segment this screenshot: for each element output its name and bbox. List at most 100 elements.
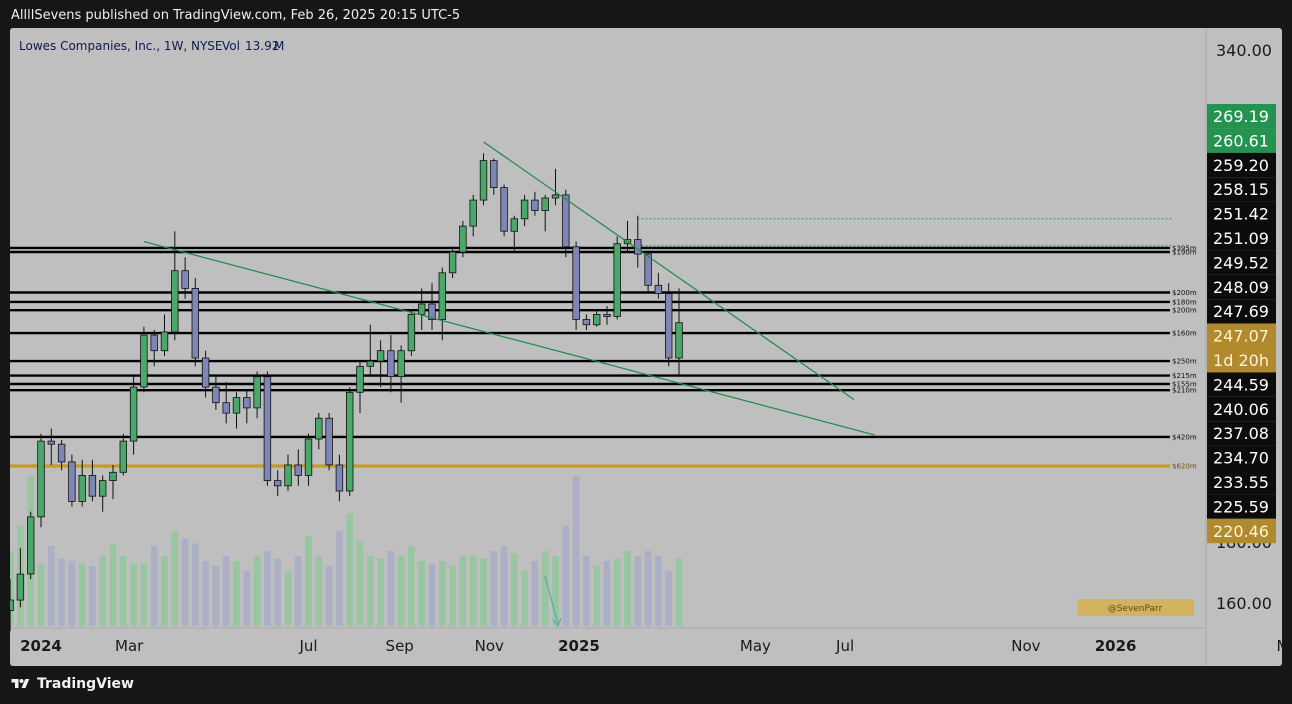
level-label: $215m (1172, 372, 1197, 380)
price-tag-label: 240.06 (1213, 400, 1269, 419)
candle-body (37, 440, 45, 518)
level-label: $210m (1172, 387, 1197, 395)
volume-bar (202, 561, 209, 626)
candle (119, 433, 127, 476)
candle-body (417, 303, 426, 315)
volume-bar (552, 556, 559, 626)
candle (510, 215, 518, 252)
candle (212, 376, 220, 410)
time-axis-label: Jul (298, 637, 317, 655)
volume-bar (387, 551, 395, 626)
volume-bar (120, 556, 127, 626)
volume-bar (655, 556, 662, 626)
price-tag (1207, 299, 1276, 324)
candle-body (665, 293, 673, 359)
price-tag-label: 237.08 (1213, 424, 1269, 443)
volume-bar (315, 556, 323, 626)
chart-frame[interactable]: $395m $190m $200m $180m $200m $160m $250m $215m… (10, 28, 1282, 666)
volume-bar (418, 561, 425, 626)
volume-bar (397, 556, 405, 626)
candle (397, 345, 405, 403)
level-label: $420m (1172, 433, 1197, 441)
volume-bar (521, 571, 528, 626)
footer-brand: TradingView (37, 676, 134, 692)
candle (417, 288, 426, 330)
candle (366, 324, 374, 377)
candle-body (16, 573, 25, 601)
volume-bar (428, 563, 436, 626)
candle-body (294, 464, 302, 476)
candle-body (171, 270, 179, 333)
candle (129, 376, 138, 455)
candle (57, 440, 66, 471)
price-tag (1207, 470, 1276, 495)
volume-bar (644, 551, 652, 626)
candle (407, 309, 416, 356)
candle (665, 283, 673, 367)
volume-bar (325, 566, 333, 626)
volume-value: 13.92 (245, 39, 279, 53)
volume-bar (459, 556, 467, 626)
trendline (483, 141, 855, 400)
candle-body (222, 402, 230, 414)
volume-bar (58, 558, 65, 626)
candle (263, 371, 272, 486)
trendline (143, 241, 875, 436)
candle-body (572, 246, 580, 320)
volume-bar (140, 563, 148, 626)
volume-bar (243, 571, 251, 626)
candle (520, 194, 529, 227)
volume-bar (161, 556, 168, 626)
candle-body (562, 194, 570, 248)
volume-bar (449, 566, 456, 626)
volume-bar (222, 556, 230, 626)
level-label: $200m (1172, 289, 1197, 297)
volume-bar (274, 558, 281, 626)
volume-bar (233, 561, 240, 626)
price-chart[interactable]: $395m$190m $200m$180m$200m $160m $250m $215m… (10, 28, 1282, 666)
candle-body (315, 417, 323, 440)
candle-body (520, 199, 529, 220)
volume-bar (212, 566, 220, 626)
price-tag (1207, 348, 1276, 373)
level-label: $160m (1172, 330, 1197, 338)
candle (356, 361, 364, 413)
time-axis-label: May (1276, 637, 1282, 655)
level-label: $395m (1172, 244, 1197, 252)
price-tag-label: 258.15 (1213, 180, 1269, 199)
price-tags: 269.19 260.61 259.20 258.15 251.42 251.09 249.… (1207, 104, 1276, 544)
candle (16, 548, 25, 608)
time-axis-label: Jul (835, 637, 854, 655)
volume-bar (675, 558, 683, 626)
candle (459, 220, 467, 258)
volume-bar (511, 553, 518, 626)
price-tag (1207, 250, 1276, 275)
volume-bar (171, 531, 179, 626)
candle-body (613, 243, 621, 317)
volume-bar (89, 566, 96, 626)
volume-bar (192, 543, 199, 626)
candle-body (407, 313, 416, 352)
candle (582, 314, 591, 330)
candle (551, 168, 560, 206)
candle-body (582, 319, 591, 326)
volume-bar (541, 551, 549, 626)
candle-body (253, 376, 261, 409)
candle-body (376, 350, 385, 362)
candle (47, 428, 55, 465)
volume-bar (37, 563, 45, 626)
price-tag-label: 1d 20h (1213, 351, 1269, 370)
candle-body (10, 599, 14, 611)
candles (10, 153, 683, 632)
candle (78, 459, 86, 507)
candle-body (57, 443, 66, 463)
candle-body (531, 199, 539, 211)
candle-body (654, 284, 663, 294)
candle-body (345, 391, 354, 492)
candle-body (459, 225, 467, 253)
candle (572, 241, 580, 330)
candle-body (490, 160, 498, 189)
candle-body (263, 376, 272, 482)
footer: TradingView (10, 676, 134, 692)
volume-bar (68, 561, 76, 626)
